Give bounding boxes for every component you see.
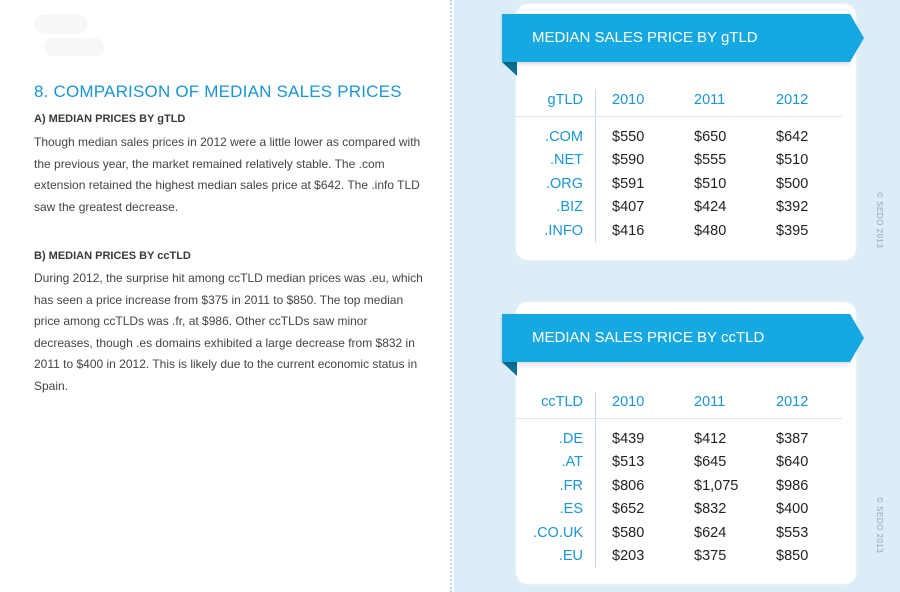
column-header: 2012 [760, 90, 842, 117]
gtld-price-table: gTLD 2010 2011 2012 .COM $550 $650 $642 … [515, 90, 842, 243]
ribbon-fold [502, 362, 517, 376]
tld-cell: .EU [515, 544, 596, 568]
price-cell: $513 [612, 454, 645, 471]
price-cell: $510 [776, 152, 809, 169]
column-header: 2011 [678, 392, 760, 419]
column-header: 2011 [678, 90, 760, 117]
tld-cell: .COM [515, 116, 596, 149]
price-cell: $395 [776, 222, 809, 239]
cctld-banner: MEDIAN SALES PRICE BY ccTLD [502, 314, 864, 362]
price-cell: $412 [694, 430, 727, 447]
table-row: .ORG $591 $510 $500 [515, 172, 842, 196]
price-cell: $580 [612, 524, 645, 541]
price-cell: $203 [612, 548, 645, 565]
table-row: .ES $652 $832 $400 [515, 497, 842, 521]
column-header: 2010 [595, 90, 678, 117]
tld-cell: .ES [515, 497, 596, 521]
price-cell: $652 [612, 501, 645, 518]
table-row: .BIZ $407 $424 $392 [515, 195, 842, 219]
price-cell: $439 [612, 430, 645, 447]
tld-cell: .NET [515, 148, 596, 172]
price-cell: $392 [776, 199, 809, 216]
price-cell: $407 [612, 199, 645, 216]
table-row: .EU $203 $375 $850 [515, 544, 842, 568]
price-cell: $400 [776, 501, 809, 518]
price-cell: $500 [776, 175, 809, 192]
gtld-banner: MEDIAN SALES PRICE BY gTLD [502, 14, 864, 62]
table-header-row: gTLD 2010 2011 2012 [515, 90, 842, 117]
subheading-cctld: B) MEDIAN PRICES BY ccTLD [34, 250, 191, 262]
tld-cell: .AT [515, 450, 596, 474]
price-cell: $387 [776, 430, 809, 447]
faded-logo [34, 10, 114, 60]
column-header: 2012 [760, 392, 842, 419]
table-row: .FR $806 $1,075 $986 [515, 474, 842, 498]
price-cell: $416 [612, 222, 645, 239]
price-cell: $806 [612, 477, 645, 494]
tld-cell: .ORG [515, 172, 596, 196]
price-cell: $850 [776, 548, 809, 565]
price-cell: $640 [776, 454, 809, 471]
price-cell: $642 [776, 128, 809, 145]
table-row: .CO.UK $580 $624 $553 [515, 521, 842, 545]
table-row: .AT $513 $645 $640 [515, 450, 842, 474]
column-header: 2010 [595, 392, 678, 419]
page-divider [450, 0, 452, 592]
price-cell: $832 [694, 501, 727, 518]
ribbon-fold [502, 62, 517, 76]
tld-cell: .DE [515, 418, 596, 451]
column-header: ccTLD [515, 392, 596, 419]
price-cell: $480 [694, 222, 727, 239]
price-cell: $645 [694, 454, 727, 471]
cctld-price-table: ccTLD 2010 2011 2012 .DE $439 $412 $387 … [515, 392, 842, 568]
tld-cell: .BIZ [515, 195, 596, 219]
price-cell: $550 [612, 128, 645, 145]
price-cell: $1,075 [694, 477, 739, 494]
table-row: .DE $439 $412 $387 [515, 418, 842, 451]
table-row: .COM $550 $650 $642 [515, 116, 842, 149]
table-row: .INFO $416 $480 $395 [515, 219, 842, 243]
price-cell: $624 [694, 524, 727, 541]
price-cell: $650 [694, 128, 727, 145]
text-column: 8. COMPARISON OF MEDIAN SALES PRICES A) … [34, 10, 423, 393]
price-cell: $591 [612, 175, 645, 192]
tld-cell: .CO.UK [515, 521, 596, 545]
price-cell: $375 [694, 548, 727, 565]
section-title: 8. COMPARISON OF MEDIAN SALES PRICES [34, 82, 402, 101]
table-header-row: ccTLD 2010 2011 2012 [515, 392, 842, 419]
paragraph-cctld: During 2012, the surprise hit among ccTL… [34, 271, 423, 393]
tld-cell: .INFO [515, 219, 596, 243]
paragraph-gtld: Though median sales prices in 2012 were … [34, 135, 421, 214]
price-cell: $555 [694, 152, 727, 169]
price-cell: $510 [694, 175, 727, 192]
price-cell: $590 [612, 152, 645, 169]
price-cell: $986 [776, 477, 809, 494]
subheading-gtld: A) MEDIAN PRICES BY gTLD [34, 113, 186, 125]
tld-cell: .FR [515, 474, 596, 498]
table-row: .NET $590 $555 $510 [515, 148, 842, 172]
price-cell: $424 [694, 199, 727, 216]
price-cell: $553 [776, 524, 809, 541]
copyright-note: © SEDO 2013 [875, 192, 884, 249]
copyright-note: © SEDO 2013 [875, 497, 884, 554]
column-header: gTLD [515, 90, 596, 117]
